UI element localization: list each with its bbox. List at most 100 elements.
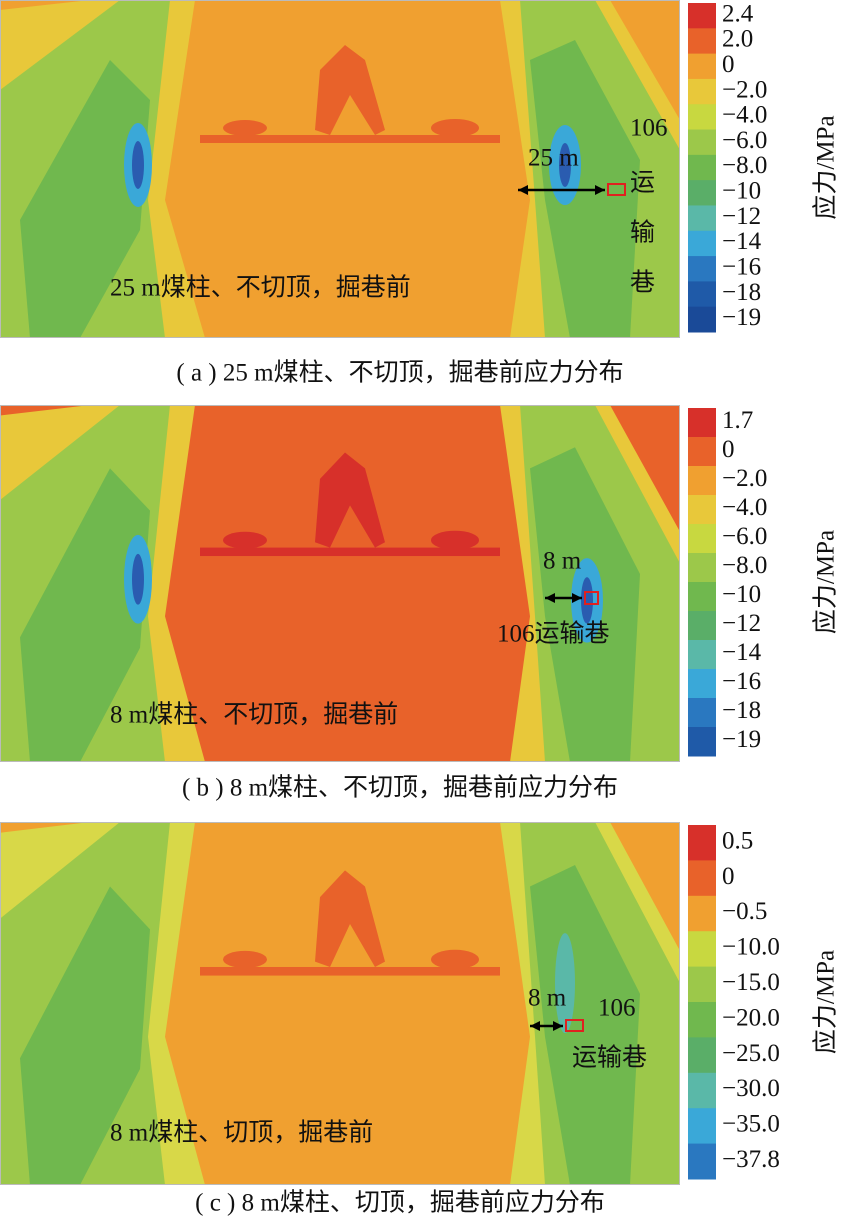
colorbar-tick-label: −30.0 [722, 1075, 780, 1102]
colorbar-tick-label: −18 [722, 697, 761, 724]
colorbar-tick-label: −35.0 [722, 1111, 780, 1138]
high-stress-zone [431, 949, 479, 970]
colorbar-band [688, 205, 716, 232]
colorbar-tick-label: −16 [722, 668, 761, 695]
colorbar-tick-label: −2.0 [722, 76, 767, 103]
arrow-head [572, 593, 582, 603]
annotation: 巷 [630, 269, 655, 297]
annotation: 25 m煤柱、不切顶，掘巷前 [110, 274, 411, 302]
colorbar-tick-label: 0 [722, 436, 735, 463]
colorbar-band [688, 1072, 716, 1109]
colorbar-tick-label: 2.4 [722, 0, 754, 27]
colorbar-band [688, 966, 716, 1003]
colorbar-tick-label: −14 [722, 639, 762, 666]
high-stress-zone [223, 120, 267, 136]
annotation: 输 [630, 219, 655, 247]
roadway-marker [607, 183, 626, 196]
annotation: 运输巷 [572, 1044, 647, 1072]
annotation: 8 m [528, 985, 567, 1012]
colorbar-tick-label: −8.0 [722, 552, 767, 579]
caption: ( a ) 25 m煤柱、不切顶，掘巷前应力分布 [176, 359, 623, 387]
green-zone [20, 468, 150, 762]
colorbar-band [688, 495, 716, 525]
colorbar-tick-label: −6.0 [722, 127, 767, 154]
colorbar-band [688, 281, 716, 308]
high-stress-zone [223, 950, 267, 969]
colorbar-band [688, 256, 716, 282]
colorbar-band [688, 611, 716, 641]
colorbar-band [688, 931, 716, 968]
colorbar-tick-label: −15.0 [722, 969, 780, 996]
arrow-head [595, 185, 605, 195]
colorbar-band [688, 1143, 716, 1180]
colorbar-band [688, 53, 716, 80]
colorbar-band [688, 860, 716, 897]
colorbar-tick-label: −0.5 [722, 898, 767, 925]
high-stress-zone [431, 530, 479, 550]
colorbar-tick-label: −2.0 [722, 465, 767, 492]
annotation: 8 m煤柱、不切顶，掘巷前 [110, 701, 398, 729]
contour-plot [0, 822, 680, 1185]
colorbar-band [688, 698, 716, 728]
colorbar-band [688, 640, 716, 670]
colorbar-band [688, 1002, 716, 1038]
high-stress-zone [315, 45, 385, 135]
green-zone [555, 933, 575, 1034]
colorbar-band [688, 104, 716, 131]
annotation: 8 m [543, 548, 582, 575]
colorbar-tick-label: −19 [722, 726, 761, 753]
high-stress-zone [315, 870, 385, 967]
colorbar-band [688, 154, 716, 181]
colorbar-band [688, 129, 716, 156]
annotation: 8 m煤柱、切顶，掘巷前 [110, 1119, 373, 1147]
colorbar-tick-label: 1.7 [722, 407, 753, 434]
colorbar-band [688, 408, 716, 438]
colorbar-band [688, 1037, 716, 1074]
annotation: 25 m [528, 145, 579, 172]
annotation: 106 [630, 115, 668, 142]
colorbar-tick-label: −19 [722, 304, 761, 331]
colorbar-tick-label: 2.0 [722, 26, 753, 53]
green-zone [530, 864, 640, 1185]
arrow-head [518, 185, 528, 195]
colorbar-band [688, 582, 716, 612]
colorbar-tick-label: 0 [722, 51, 735, 78]
caption: ( c ) 8 m煤柱、切顶，掘巷前应力分布 [195, 1189, 605, 1217]
high-stress-zone [431, 119, 479, 137]
colorbar-band [688, 1108, 716, 1145]
colorbar-band [688, 437, 716, 467]
colorbar-tick-label: −10 [722, 581, 761, 608]
colorbar-band [688, 78, 716, 105]
colorbar-tick-label: 0 [722, 863, 735, 890]
high-stress-zone [223, 531, 267, 549]
high-stress-strip [200, 547, 500, 557]
colorbar-band [688, 524, 716, 554]
colorbar-tick-label: −25.0 [722, 1040, 780, 1067]
annotation: 运 [630, 170, 655, 197]
colorbar-label: 应力/MPa [812, 950, 840, 1054]
colorbar-tick-label: −14 [722, 228, 762, 255]
plot-frame [0, 0, 680, 338]
colorbar-label: 应力/MPa [812, 530, 840, 634]
blue-zone [132, 553, 144, 605]
colorbar-band [688, 553, 716, 583]
blue-zone [132, 141, 144, 189]
plot-frame [0, 822, 680, 1185]
caption: ( b ) 8 m煤柱、不切顶，掘巷前应力分布 [182, 774, 618, 802]
colorbar-tick-label: −4.0 [722, 494, 767, 521]
colorbar-tick-label: −4.0 [722, 102, 767, 129]
colorbar-band [688, 727, 716, 757]
arrow-head [545, 593, 555, 603]
colorbar-tick-label: −12 [722, 610, 761, 637]
colorbar-tick-label: −16 [722, 253, 761, 280]
colorbar-tick-label: −10 [722, 178, 761, 205]
high-stress-zone [315, 452, 385, 548]
roadway-marker [565, 1019, 584, 1032]
colorbar-tick-label: −10.0 [722, 934, 780, 961]
colorbar-tick-label: −20.0 [722, 1004, 780, 1031]
arrow-head [530, 1021, 540, 1031]
contour-plot [0, 405, 680, 762]
colorbar-tick-label: −8.0 [722, 152, 767, 179]
roadway-marker [584, 591, 599, 605]
